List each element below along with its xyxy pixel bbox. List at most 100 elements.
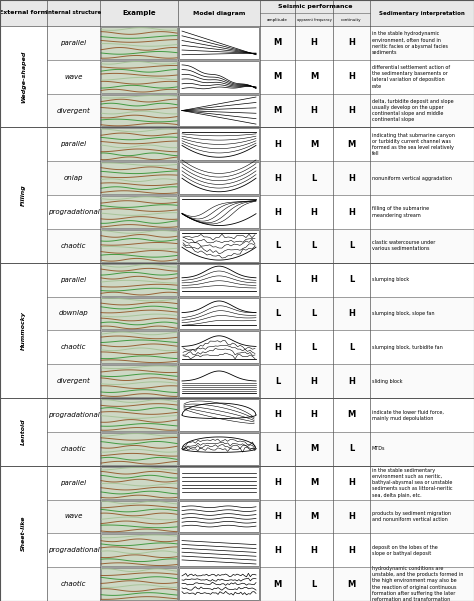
Bar <box>101 61 177 93</box>
Text: M: M <box>273 579 282 588</box>
Text: Wedge-shaped: Wedge-shaped <box>21 50 26 103</box>
Bar <box>47 296 474 331</box>
Bar <box>179 196 259 228</box>
Bar <box>179 365 259 397</box>
Text: wave: wave <box>64 74 82 80</box>
Text: amplitude: amplitude <box>267 17 288 22</box>
Bar <box>179 331 259 363</box>
Bar <box>47 499 474 533</box>
Bar <box>101 467 177 498</box>
Bar <box>101 568 177 600</box>
Bar <box>47 364 474 398</box>
Text: L: L <box>349 242 354 251</box>
Text: M: M <box>310 140 318 149</box>
Text: chaotic: chaotic <box>61 344 86 350</box>
Text: L: L <box>349 444 354 453</box>
Text: M: M <box>347 140 356 149</box>
Text: progradational: progradational <box>47 412 100 418</box>
Text: L: L <box>311 343 317 352</box>
Bar <box>101 196 177 228</box>
Text: nonuniform vertical aggradation: nonuniform vertical aggradation <box>372 175 452 181</box>
Text: H: H <box>274 478 281 487</box>
Text: H: H <box>310 207 318 216</box>
Bar <box>179 129 259 160</box>
Text: Hummocky: Hummocky <box>21 311 26 350</box>
Text: parallel: parallel <box>61 480 87 486</box>
Text: M: M <box>273 72 282 81</box>
Bar <box>101 27 177 59</box>
Text: filling of the submarine
meandering stream: filling of the submarine meandering stre… <box>372 206 429 218</box>
Text: L: L <box>275 275 280 284</box>
Text: slumping block: slumping block <box>372 277 409 282</box>
Text: Sheet-like: Sheet-like <box>21 516 26 551</box>
Text: products by sediment migration
and nonuniform vertical action: products by sediment migration and nonun… <box>372 511 451 522</box>
Bar <box>101 501 177 532</box>
Bar <box>47 567 474 601</box>
Text: H: H <box>274 343 281 352</box>
Text: progradational: progradational <box>47 547 100 554</box>
Text: L: L <box>275 309 280 318</box>
Text: L: L <box>311 242 317 251</box>
Bar <box>101 433 177 465</box>
Bar <box>101 94 177 126</box>
Text: H: H <box>274 140 281 149</box>
Text: M: M <box>310 512 318 521</box>
Text: chaotic: chaotic <box>61 581 86 587</box>
Bar <box>101 365 177 397</box>
Text: slumping block, turbidite fan: slumping block, turbidite fan <box>372 345 443 350</box>
Text: Model diagram: Model diagram <box>193 10 245 16</box>
Bar <box>179 467 259 498</box>
Bar <box>101 230 177 262</box>
Text: L: L <box>349 275 354 284</box>
Text: parallel: parallel <box>61 141 87 147</box>
Text: M: M <box>273 38 282 47</box>
Text: M: M <box>347 579 356 588</box>
Text: H: H <box>348 377 355 386</box>
Bar <box>101 162 177 194</box>
Text: deposit on the lobes of the
slope or bathyal deposit: deposit on the lobes of the slope or bat… <box>372 545 438 556</box>
Text: clastic watercourse under
various sedimentations: clastic watercourse under various sedime… <box>372 240 436 251</box>
Text: MTDs: MTDs <box>372 447 385 451</box>
Text: wave: wave <box>64 513 82 519</box>
Bar <box>101 264 177 296</box>
Text: External form: External form <box>0 10 47 16</box>
Text: M: M <box>310 72 318 81</box>
Text: M: M <box>273 106 282 115</box>
Text: in the stable sedimentary
environment such as neritic,
bathyal-abysmal sea or un: in the stable sedimentary environment su… <box>372 468 453 498</box>
Text: H: H <box>310 106 318 115</box>
Bar <box>179 534 259 566</box>
Text: H: H <box>274 410 281 419</box>
Text: H: H <box>348 309 355 318</box>
Bar <box>101 534 177 566</box>
Text: parallel: parallel <box>61 40 87 46</box>
Text: chaotic: chaotic <box>61 446 86 452</box>
Text: Internal structure: Internal structure <box>46 10 101 16</box>
Text: M: M <box>347 410 356 419</box>
Text: M: M <box>310 444 318 453</box>
Text: onlap: onlap <box>64 175 83 182</box>
Text: indicating that submarine canyon
or turbidity current channel was
formed as the : indicating that submarine canyon or turb… <box>372 133 455 156</box>
Text: H: H <box>348 72 355 81</box>
Bar <box>47 161 474 195</box>
Text: H: H <box>348 512 355 521</box>
Text: H: H <box>348 478 355 487</box>
Text: L: L <box>311 174 317 183</box>
Bar <box>179 94 259 126</box>
Text: L: L <box>349 343 354 352</box>
Bar <box>179 297 259 329</box>
Text: H: H <box>274 207 281 216</box>
Bar <box>179 61 259 93</box>
Text: L: L <box>311 309 317 318</box>
Bar <box>179 501 259 532</box>
Text: continuity: continuity <box>341 17 362 22</box>
Bar <box>179 162 259 194</box>
Text: L: L <box>275 444 280 453</box>
Text: H: H <box>310 38 318 47</box>
Text: H: H <box>274 512 281 521</box>
Text: Lentoid: Lentoid <box>21 418 26 445</box>
Bar <box>0 0 474 26</box>
Text: H: H <box>348 546 355 555</box>
Text: H: H <box>310 275 318 284</box>
Text: H: H <box>348 38 355 47</box>
Text: differential settlement action of
the sedimentary basements or
lateral variation: differential settlement action of the se… <box>372 65 450 88</box>
